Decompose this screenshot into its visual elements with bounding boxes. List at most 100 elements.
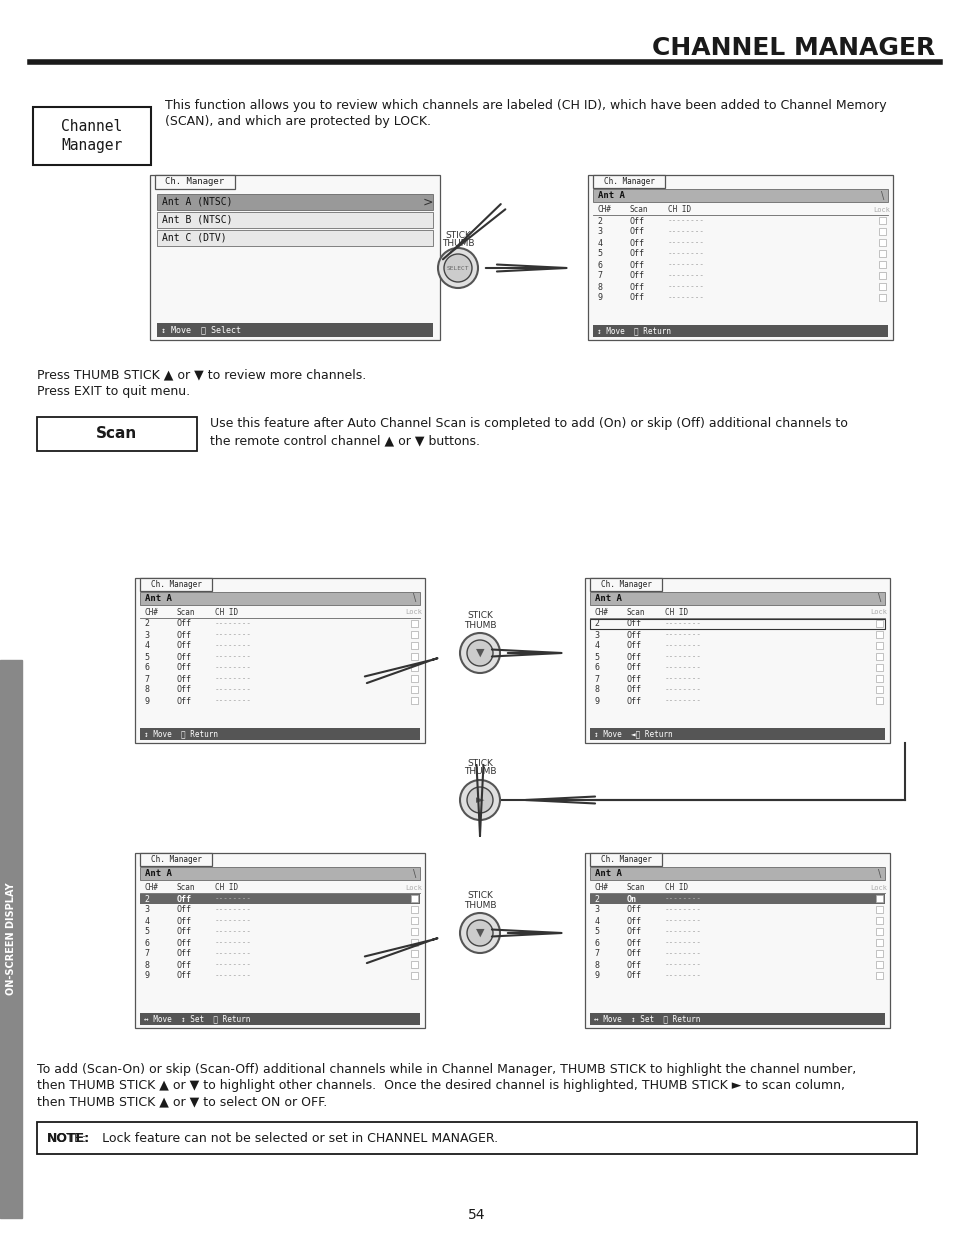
Text: Lock: Lock xyxy=(869,610,886,615)
Bar xyxy=(875,927,882,935)
Bar xyxy=(875,697,882,704)
Text: 6: 6 xyxy=(597,261,602,269)
Bar xyxy=(157,194,433,210)
Text: --------: -------- xyxy=(214,697,252,705)
Bar xyxy=(584,578,889,743)
Text: --------: -------- xyxy=(664,927,701,936)
Ellipse shape xyxy=(459,634,499,673)
Text: Press THUMB STICK ▲ or ▼ to review more channels.: Press THUMB STICK ▲ or ▼ to review more … xyxy=(37,368,366,382)
Text: --------: -------- xyxy=(664,972,701,981)
Text: ↕ Move  Ⓞ Return: ↕ Move Ⓞ Return xyxy=(144,730,218,739)
Text: Off: Off xyxy=(629,261,644,269)
Text: Off: Off xyxy=(626,697,641,705)
Text: --------: -------- xyxy=(214,939,252,947)
Text: 6: 6 xyxy=(594,663,598,673)
Text: Ant A: Ant A xyxy=(598,191,624,200)
Text: CHANNEL MANAGER: CHANNEL MANAGER xyxy=(651,36,934,61)
Bar xyxy=(140,727,419,740)
Text: 7: 7 xyxy=(594,674,598,683)
Text: 4: 4 xyxy=(594,916,598,925)
Text: Off: Off xyxy=(177,972,192,981)
Bar xyxy=(875,939,882,946)
Text: 4: 4 xyxy=(144,641,150,651)
Bar xyxy=(878,272,885,279)
Bar xyxy=(589,592,884,605)
Text: Ch. Manager: Ch. Manager xyxy=(165,178,224,186)
Text: Off: Off xyxy=(626,950,641,958)
Bar xyxy=(411,895,417,902)
Text: Ant A: Ant A xyxy=(595,869,621,878)
Text: \: \ xyxy=(881,190,883,200)
Text: Off: Off xyxy=(626,652,641,662)
Bar xyxy=(135,578,424,743)
Text: Scan: Scan xyxy=(177,608,195,618)
Text: Off: Off xyxy=(626,663,641,673)
Text: 7: 7 xyxy=(144,950,150,958)
Text: Ant A (NTSC): Ant A (NTSC) xyxy=(162,198,233,207)
Text: Off: Off xyxy=(626,961,641,969)
Text: Off: Off xyxy=(629,272,644,280)
Text: THUMB: THUMB xyxy=(463,620,496,630)
Text: Off: Off xyxy=(177,685,192,694)
Ellipse shape xyxy=(459,781,499,820)
Text: --------: -------- xyxy=(664,916,701,925)
Bar xyxy=(140,578,212,592)
Text: Scan: Scan xyxy=(177,883,195,892)
Text: --------: -------- xyxy=(664,641,701,651)
Text: ↕ Move  Ⓞ Select: ↕ Move Ⓞ Select xyxy=(161,326,241,335)
Text: Off: Off xyxy=(177,939,192,947)
Bar xyxy=(875,664,882,671)
Bar xyxy=(135,853,424,1028)
Text: 8: 8 xyxy=(144,961,150,969)
Text: 9: 9 xyxy=(597,294,602,303)
Text: SELECT: SELECT xyxy=(446,266,469,270)
Text: 3: 3 xyxy=(594,631,598,640)
Text: Off: Off xyxy=(177,620,192,629)
Bar xyxy=(878,228,885,235)
Text: --------: -------- xyxy=(664,663,701,673)
Text: 4: 4 xyxy=(594,641,598,651)
Bar xyxy=(140,853,212,866)
Text: Off: Off xyxy=(177,697,192,705)
Text: ►: ► xyxy=(476,795,484,805)
Text: Ant C (DTV): Ant C (DTV) xyxy=(162,233,227,243)
Text: 9: 9 xyxy=(144,697,150,705)
Text: Off: Off xyxy=(629,249,644,258)
Text: --------: -------- xyxy=(214,685,252,694)
Bar xyxy=(150,175,439,340)
Text: --------: -------- xyxy=(664,685,701,694)
Text: Lock: Lock xyxy=(869,884,886,890)
Text: Off: Off xyxy=(626,631,641,640)
Bar xyxy=(589,578,661,592)
Text: 5: 5 xyxy=(594,652,598,662)
Text: STICK: STICK xyxy=(467,892,493,900)
Ellipse shape xyxy=(443,254,472,282)
Text: NOTE:: NOTE: xyxy=(47,1131,90,1145)
Text: CH ID: CH ID xyxy=(664,883,687,892)
Text: --------: -------- xyxy=(214,620,252,629)
Bar xyxy=(593,189,887,203)
Bar xyxy=(411,697,417,704)
Text: --------: -------- xyxy=(664,652,701,662)
Text: --------: -------- xyxy=(214,652,252,662)
Bar xyxy=(411,631,417,638)
Text: ▼: ▼ xyxy=(476,648,484,658)
Bar xyxy=(875,918,882,924)
Bar xyxy=(875,676,882,682)
Text: Ch. Manager: Ch. Manager xyxy=(600,580,651,589)
Text: \: \ xyxy=(413,868,416,878)
Text: --------: -------- xyxy=(664,674,701,683)
Text: Off: Off xyxy=(629,238,644,247)
Text: Off: Off xyxy=(177,631,192,640)
Bar xyxy=(589,1013,884,1025)
Text: NOTE:    Lock feature can not be selected or set in CHANNEL MANAGER.: NOTE: Lock feature can not be selected o… xyxy=(47,1131,497,1145)
Text: Off: Off xyxy=(177,641,192,651)
Text: Ch. Manager: Ch. Manager xyxy=(151,580,201,589)
Bar xyxy=(37,417,196,451)
Text: Off: Off xyxy=(177,663,192,673)
Bar xyxy=(140,894,419,904)
Text: --------: -------- xyxy=(667,227,704,236)
Text: 9: 9 xyxy=(144,972,150,981)
Bar xyxy=(875,631,882,638)
Text: Off: Off xyxy=(177,674,192,683)
